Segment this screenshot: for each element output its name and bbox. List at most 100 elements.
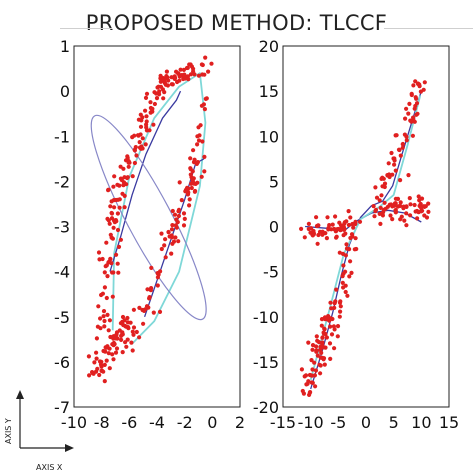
left-ellipse-curve: [90, 114, 207, 321]
right-scatter-point: [307, 372, 312, 378]
right-y-tick-label: -20: [253, 398, 279, 417]
left-scatter-point: [202, 154, 207, 159]
left-scatter-point: [94, 336, 99, 341]
left-scatter-point: [101, 309, 107, 314]
right-scatter-point: [326, 314, 331, 319]
right-x-tick-label: 15: [439, 413, 459, 432]
left-scatter-point: [120, 314, 126, 320]
left-y-tick-label: -3: [54, 218, 70, 237]
left-scatter-point: [163, 255, 168, 260]
left-scatter-point: [192, 189, 197, 194]
left-scatter-point: [114, 346, 120, 351]
corner-y-arrow-icon: [16, 390, 24, 399]
left-scatter-point: [112, 205, 117, 210]
right-scatter-point: [318, 347, 323, 353]
right-scatter-point: [411, 83, 416, 88]
right-scatter-point: [310, 347, 315, 352]
right-scatter-point: [396, 147, 402, 152]
left-scatter-point: [118, 321, 123, 326]
left-scatter-point: [102, 318, 107, 324]
left-scatter-point: [102, 270, 107, 275]
right-scatter-point: [301, 391, 306, 396]
left-scatter-point: [117, 197, 122, 202]
left-scatter-point: [187, 197, 192, 202]
left-scatter-point: [108, 204, 113, 209]
right-scatter-point: [389, 202, 394, 207]
left-scatter-point: [161, 96, 166, 101]
left-scatter-point: [148, 100, 153, 105]
right-scatter-point: [409, 92, 414, 98]
right-scatter-point: [400, 142, 405, 147]
right-scatter-point: [396, 204, 401, 209]
right-scatter-point: [383, 206, 388, 211]
right-scatter-point: [417, 198, 422, 203]
left-scatter-point: [145, 287, 150, 292]
left-scatter-point: [104, 263, 109, 268]
left-scatter-point: [148, 105, 153, 111]
right-scatter-point: [341, 263, 346, 268]
right-scatter-point: [324, 335, 329, 340]
right-scatter-point: [407, 196, 412, 201]
left-scatter-point: [190, 169, 195, 174]
right-scatter-point: [378, 205, 383, 210]
left-scatter-point: [122, 318, 127, 323]
left-scatter-point: [169, 75, 174, 80]
left-scatter-point: [157, 309, 163, 314]
right-scatter-point: [321, 330, 326, 335]
left-scatter-point: [125, 337, 130, 342]
right-scatter-point: [385, 173, 390, 178]
left-scatter-point: [144, 119, 149, 124]
left-scatter-point: [154, 96, 160, 101]
right-scatter-point: [332, 346, 337, 351]
left-x-tick-label: 0: [207, 413, 217, 432]
right-scatter-point: [418, 89, 423, 94]
left-scatter-point: [122, 175, 127, 180]
right-scatter-point: [306, 379, 311, 384]
right-scatter-point: [314, 223, 320, 229]
left-scatter-point: [140, 136, 145, 141]
right-scatter-point: [379, 176, 384, 181]
left-scatter-point: [134, 329, 139, 335]
left-scatter-point: [181, 223, 187, 228]
right-scatter-point: [377, 198, 382, 203]
left-scatter-point: [90, 370, 95, 376]
left-scatter-point: [203, 55, 208, 60]
right-y-tick-label: -5: [263, 263, 279, 282]
right-scatter-point: [323, 231, 328, 236]
left-scatter-point: [94, 356, 99, 361]
right-scatter-point: [338, 227, 343, 232]
left-scatter-point: [159, 79, 164, 84]
left-scatter-point: [115, 261, 120, 266]
right-points: [299, 79, 431, 397]
title-rule-right: [384, 28, 473, 29]
left-scatter-point: [200, 139, 205, 144]
right-scatter-point: [324, 236, 329, 241]
left-scatter-point: [182, 72, 187, 77]
left-scatter-point: [98, 326, 103, 331]
left-scatter-point: [188, 156, 193, 161]
right-scatter-point: [374, 195, 380, 200]
left-scatter-point: [111, 334, 116, 339]
left-scatter-point: [183, 187, 189, 192]
left-scatter-point: [97, 257, 102, 262]
right-scatter-point: [314, 348, 319, 353]
left-scatter-point: [106, 187, 111, 192]
left-scatter-point: [120, 350, 125, 355]
left-scatter-point: [101, 314, 106, 319]
left-scatter-point: [200, 72, 205, 77]
left-scatter-point: [112, 174, 117, 179]
left-scatter-point: [109, 199, 114, 204]
left-y-tick-label: -2: [54, 172, 70, 191]
right-scatter-point: [408, 213, 413, 218]
right-scatter-point: [308, 390, 313, 395]
right-scatter-point: [310, 233, 315, 238]
left-scatter-point: [189, 185, 194, 191]
left-plot-frame: [73, 45, 241, 408]
left-scatter-point: [96, 304, 101, 309]
left-scatter-point: [189, 181, 194, 186]
right-x-tick-label: 5: [389, 413, 399, 432]
left-scatter-point: [173, 235, 178, 240]
left-scatter-point: [162, 243, 167, 248]
right-scatter-point: [309, 358, 314, 363]
left-scatter-point: [96, 250, 102, 255]
